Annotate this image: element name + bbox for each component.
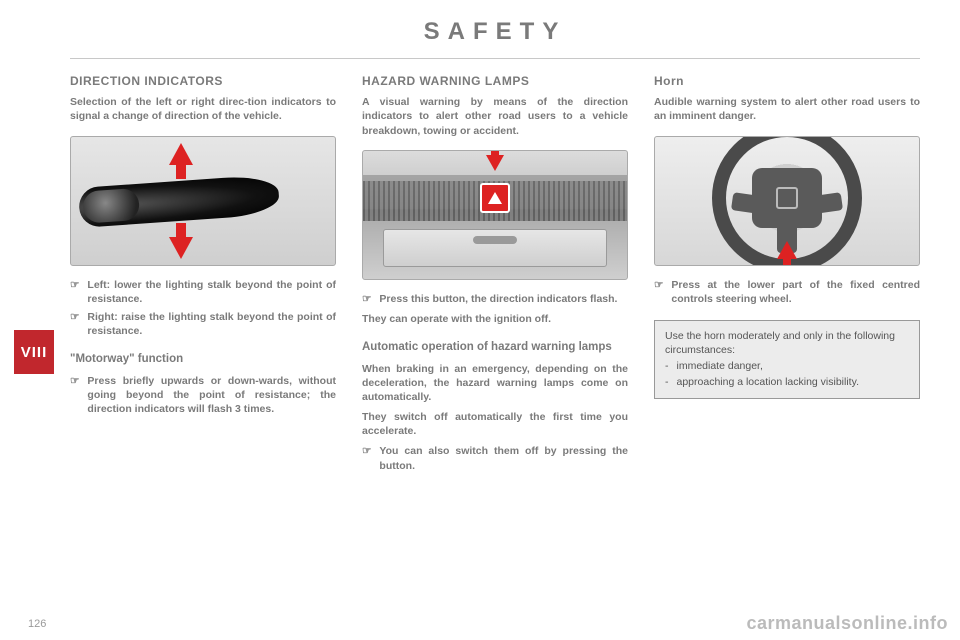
arrow-bullet-icon: ☞ [70,278,79,306]
figure-steering-wheel [654,136,920,266]
col3-bullet-text: Press at the lower part of the fixed cen… [671,278,920,306]
col1-sub-bullet-text: Press briefly upwards or down-wards, wit… [87,374,336,417]
col2-bullet2: ☞ You can also switch them off by pressi… [362,444,628,472]
col2-para1: When braking in an emergency, depending … [362,362,628,405]
arrow-up-icon [777,241,797,259]
col1-bullet-left: ☞ Left: lower the lighting stalk beyond … [70,278,336,306]
page: SAFETY VIII DIRECTION INDICATORS Selecti… [0,0,960,640]
infobox-lead: Use the horn moderately and only in the … [665,329,909,357]
col2-para2: They switch off automatically the first … [362,410,628,438]
col-direction-indicators: DIRECTION INDICATORS Selection of the le… [70,73,336,477]
figure-hazard-button [362,150,628,280]
col2-bullet: ☞ Press this button, the direction indic… [362,292,628,306]
infobox-item-2: - approaching a location lacking visibil… [665,375,909,389]
infobox-item-1: - immediate danger, [665,359,909,373]
page-header: SAFETY [70,18,920,46]
figure-lighting-stalk [70,136,336,266]
col2-intro: A visual warning by means of the directi… [362,95,628,138]
hazard-button-icon [480,183,510,213]
dash-icon: - [665,375,669,389]
arrow-bullet-icon: ☞ [362,292,371,306]
arrow-bullet-icon: ☞ [362,444,371,472]
col2-bullet2-text: You can also switch them off by pressing… [379,444,628,472]
arrow-bullet-icon: ☞ [654,278,663,306]
arrow-up-icon [169,143,193,165]
col-hazard-lamps: HAZARD WARNING LAMPS A visual warning by… [362,73,628,477]
col2-heading: HAZARD WARNING LAMPS [362,73,628,89]
col1-heading: DIRECTION INDICATORS [70,73,336,89]
col2-line1: They can operate with the ignition off. [362,312,628,326]
col3-heading: Horn [654,73,920,89]
header-divider [70,58,920,59]
infobox-item-2-text: approaching a location lacking visibilit… [677,375,860,389]
col1-bullet-right-text: Right: raise the lighting stalk beyond t… [87,310,336,338]
col1-subheading: "Motorway" function [70,352,336,368]
col3-bullet: ☞ Press at the lower part of the fixed c… [654,278,920,306]
arrow-down-icon [169,237,193,259]
dash-icon: - [665,359,669,373]
col1-intro: Selection of the left or right direc-tio… [70,95,336,123]
lighting-stalk-icon [78,174,280,228]
watermark: carmanualsonline.info [746,613,948,634]
col2-subheading: Automatic operation of hazard warning la… [362,340,628,356]
horn-infobox: Use the horn moderately and only in the … [654,320,920,399]
page-number: 126 [28,618,46,630]
col1-bullet-right: ☞ Right: raise the lighting stalk beyond… [70,310,336,338]
arrow-down-icon [486,155,504,171]
col-horn: Horn Audible warning system to alert oth… [654,73,920,477]
col3-intro: Audible warning system to alert other ro… [654,95,920,123]
col2-bullet-text: Press this button, the direction indicat… [379,292,617,306]
content-columns: DIRECTION INDICATORS Selection of the le… [70,73,920,477]
wheel-hub-icon [752,168,822,228]
infobox-item-1-text: immediate danger, [677,359,763,373]
triangle-icon [488,192,502,204]
col1-sub-bullet: ☞ Press briefly upwards or down-wards, w… [70,374,336,417]
arrow-bullet-icon: ☞ [70,374,79,417]
arrow-bullet-icon: ☞ [70,310,79,338]
chapter-tab: VIII [14,330,54,374]
storage-compartment-icon [383,229,607,267]
col1-bullet-left-text: Left: lower the lighting stalk beyond th… [87,278,336,306]
